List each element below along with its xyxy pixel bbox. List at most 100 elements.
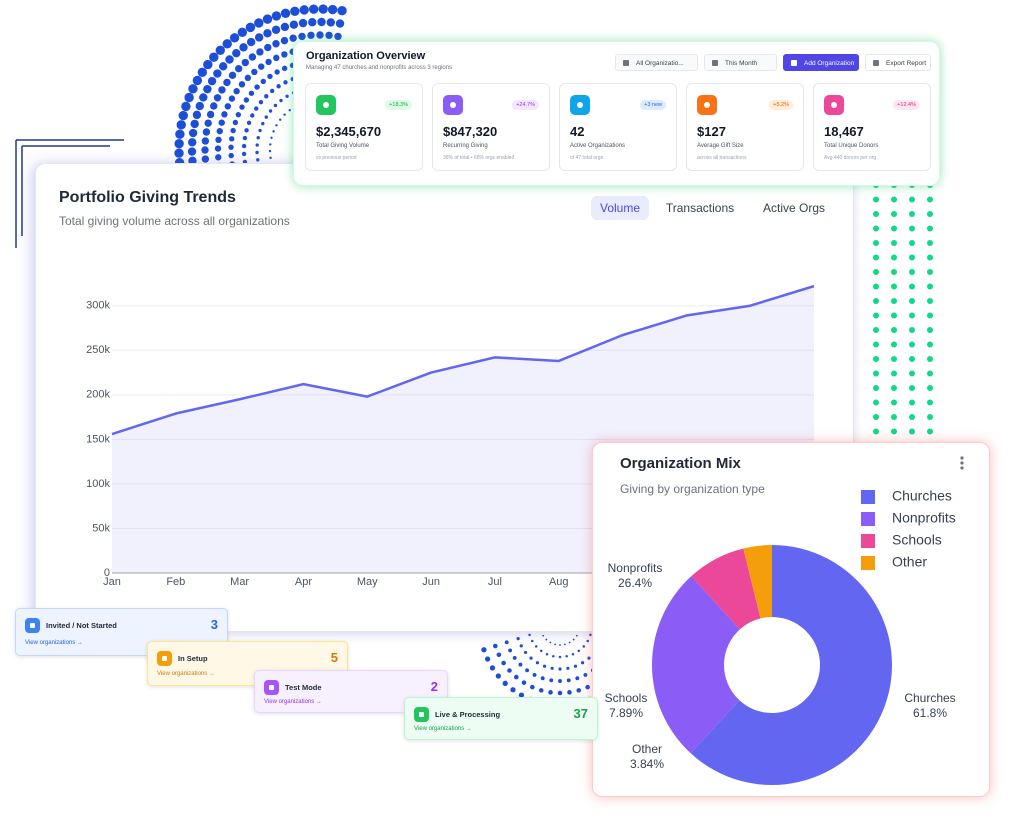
legend-swatch <box>861 556 875 570</box>
date-select[interactable]: This Month <box>704 54 777 71</box>
x-tick-label: Jan <box>103 576 121 588</box>
status-link[interactable]: View organizations → <box>25 640 83 646</box>
deco-dot <box>201 146 209 154</box>
deco-dot <box>891 240 897 246</box>
deco-dot <box>213 94 222 102</box>
stat-note: of 47 total orgs <box>570 155 604 161</box>
deco-dot <box>273 103 278 108</box>
deco-dot <box>269 143 272 146</box>
deco-dot <box>909 341 915 348</box>
deco-dot <box>891 269 897 275</box>
deco-dot <box>288 109 291 112</box>
deco-dot <box>256 136 260 140</box>
deco-dot <box>264 43 272 52</box>
slice-value-label: 26.4% <box>618 576 652 590</box>
deco-dot <box>285 94 289 98</box>
status-link[interactable]: View organizations → <box>414 726 472 732</box>
deco-dot <box>568 641 571 644</box>
x-tick-label: Feb <box>166 576 185 588</box>
deco-dot <box>927 327 933 333</box>
deco-dot <box>281 65 288 72</box>
deco-dot <box>481 647 487 653</box>
deco-dot <box>567 690 572 695</box>
deco-dot <box>272 130 275 133</box>
deco-dot <box>501 660 506 666</box>
stat-card: +18.3% $2,345,670 Total Giving Volume vs pr… <box>305 83 423 171</box>
slice-label: Churches <box>904 691 955 705</box>
deco-dot <box>927 225 933 232</box>
deco-dot <box>580 661 585 665</box>
tab[interactable]: Volume <box>591 196 649 220</box>
y-tick-label: 150k <box>86 433 110 445</box>
deco-dot <box>325 31 333 40</box>
status-link[interactable]: View organizations → <box>157 671 215 677</box>
deco-dot <box>187 147 197 156</box>
stat-label: Total Unique Donors <box>824 143 879 149</box>
deco-dot <box>216 127 223 135</box>
deco-dot <box>203 84 212 94</box>
overview-subtitle: Managing 47 churches and nonprofits acro… <box>306 65 453 71</box>
status-link[interactable]: View organizations → <box>264 699 322 705</box>
deco-dot <box>239 43 248 52</box>
tab[interactable]: Transactions <box>665 201 735 215</box>
deco-dot <box>276 84 281 89</box>
menu-button[interactable] <box>960 456 964 470</box>
deco-dot <box>255 143 259 147</box>
deco-dot <box>327 4 338 15</box>
legend-swatch <box>861 534 875 548</box>
deco-dot <box>873 370 879 377</box>
deco-dot <box>873 356 879 362</box>
tab[interactable]: Active Orgs <box>762 201 825 215</box>
overview-card: Organization Overview Managing 47 church… <box>293 41 940 186</box>
chart-title: Portfolio Giving Trends <box>59 189 236 206</box>
menu-dot <box>960 461 964 465</box>
deco-dot <box>199 93 208 102</box>
deco-dot <box>927 312 933 319</box>
deco-dot <box>241 58 250 67</box>
deco-dot <box>229 33 240 43</box>
status-icon <box>414 707 429 722</box>
deco-dot <box>316 31 324 39</box>
deco-dot <box>909 399 915 406</box>
deco-dot <box>239 104 245 110</box>
deco-dot <box>549 641 552 644</box>
deco-dot <box>280 22 290 32</box>
deco-dot <box>873 341 879 348</box>
slice-label: Other <box>632 742 662 756</box>
donut-chart: Organization Mix Giving by organization … <box>605 455 964 785</box>
legend-label: Schools <box>892 532 942 548</box>
deco-dot <box>210 102 218 110</box>
deco-dot <box>174 148 184 158</box>
deco-dot <box>308 4 319 14</box>
deco-dot <box>572 638 575 641</box>
deco-dot <box>232 119 239 126</box>
deco-dot <box>188 138 197 147</box>
deco-dot <box>317 17 326 27</box>
stat-value: 18,467 <box>824 124 864 139</box>
add-button[interactable]: Add Organization <box>783 54 859 71</box>
chart-subtitle: Giving by organization type <box>620 482 765 496</box>
export-button[interactable]: Export Report <box>865 54 931 71</box>
deco-dot <box>184 92 194 103</box>
deco-dot <box>298 18 308 28</box>
deco-dot <box>204 119 212 127</box>
stat-icon <box>570 95 590 115</box>
deco-dot <box>274 69 280 75</box>
stat-label: Active Organizations <box>570 143 626 149</box>
deco-dot <box>218 62 228 71</box>
deco-dot <box>909 428 915 435</box>
deco-dot <box>927 298 933 304</box>
deco-dot <box>508 648 513 653</box>
deco-dot <box>927 356 933 362</box>
deco-dot <box>589 633 592 637</box>
deco-dot <box>222 39 232 49</box>
deco-dot <box>192 110 202 120</box>
stat-badge: +3 new <box>640 100 666 110</box>
deco-dot <box>225 55 234 64</box>
filter-select[interactable]: All Organizatio... <box>615 54 698 71</box>
deco-dot <box>267 73 273 80</box>
deco-dot <box>238 81 246 88</box>
slice-label: Schools <box>605 691 648 705</box>
deco-dot <box>195 101 204 111</box>
